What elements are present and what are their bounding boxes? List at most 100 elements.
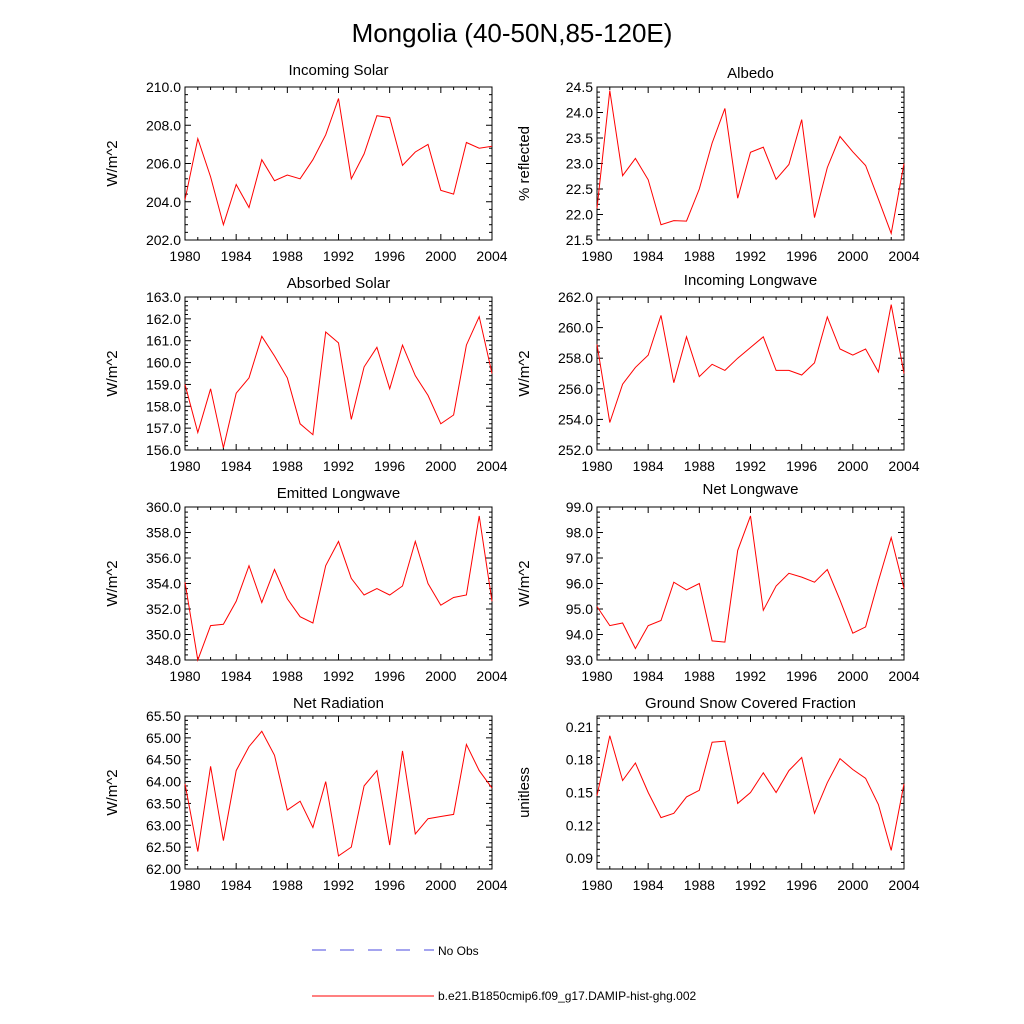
y-tick-label: 62.00 <box>146 861 181 877</box>
series-line <box>184 730 493 857</box>
y-tick-label: 157.0 <box>146 420 181 436</box>
y-tick-label: 23.5 <box>566 130 593 146</box>
y-axis-label: % reflected <box>516 126 533 201</box>
x-tick-label: 1980 <box>169 877 200 893</box>
x-tick-label: 2004 <box>888 877 919 893</box>
x-tick-label: 1984 <box>221 877 252 893</box>
panel-title: Absorbed Solar <box>287 275 390 292</box>
y-tick-label: 358.0 <box>146 525 181 541</box>
x-tick-label: 2004 <box>476 458 507 474</box>
y-tick-label: 262.0 <box>558 289 593 305</box>
x-tick-label: 1980 <box>581 877 612 893</box>
y-tick-label: 24.0 <box>566 105 593 121</box>
y-tick-label: 96.0 <box>566 576 593 592</box>
y-tick-label: 256.0 <box>558 381 593 397</box>
x-tick-label: 1992 <box>735 458 766 474</box>
x-tick-label: 1980 <box>169 668 200 684</box>
x-tick-label: 1984 <box>221 458 252 474</box>
y-axis-label: W/m^2 <box>104 140 121 186</box>
plot-frame <box>184 296 493 451</box>
plot-frame <box>596 296 905 451</box>
y-tick-label: 0.09 <box>566 850 593 866</box>
series-line <box>184 315 493 448</box>
x-tick-label: 1996 <box>374 248 405 264</box>
y-tick-label: 348.0 <box>146 652 181 668</box>
plot-frame <box>184 86 493 241</box>
legend-model-label: b.e21.B1850cmip6.f09_g17.DAMIP-hist-ghg.… <box>438 989 696 1003</box>
y-tick-label: 254.0 <box>558 411 593 427</box>
y-tick-label: 162.0 <box>146 311 181 327</box>
x-tick-label: 1988 <box>272 877 303 893</box>
y-tick-label: 158.0 <box>146 398 181 414</box>
panel-title: Emitted Longwave <box>277 485 400 502</box>
chart-panel: Emitted Longwave W/m^2 1980 1984 1988 1992 199… <box>104 485 508 684</box>
y-tick-label: 22.0 <box>566 207 593 223</box>
y-tick-label: 64.50 <box>146 752 181 768</box>
plot-frame <box>596 86 905 241</box>
x-tick-label: 2000 <box>425 458 456 474</box>
x-tick-label: 1992 <box>323 668 354 684</box>
x-tick-label: 1984 <box>633 248 664 264</box>
y-tick-label: 204.0 <box>146 194 181 210</box>
x-tick-label: 1988 <box>272 668 303 684</box>
y-tick-label: 65.00 <box>146 730 181 746</box>
x-tick-label: 1996 <box>786 458 817 474</box>
x-tick-label: 1996 <box>786 668 817 684</box>
x-tick-label: 1988 <box>272 458 303 474</box>
y-tick-label: 206.0 <box>146 156 181 172</box>
x-tick-label: 2000 <box>425 668 456 684</box>
y-axis-label: W/m^2 <box>104 350 121 396</box>
plot-frame <box>184 715 493 870</box>
legend-obs-label: No Obs <box>438 944 479 958</box>
x-tick-label: 1996 <box>786 877 817 893</box>
y-tick-label: 62.50 <box>146 839 181 855</box>
x-tick-label: 1988 <box>684 248 715 264</box>
panel-title: Incoming Longwave <box>684 272 817 289</box>
panel-title: Net Radiation <box>293 695 384 712</box>
series-line <box>596 90 905 236</box>
y-axis-label: W/m^2 <box>516 350 533 396</box>
x-tick-label: 2000 <box>837 248 868 264</box>
x-tick-label: 2004 <box>888 458 919 474</box>
plot-frame <box>596 506 905 661</box>
x-tick-label: 1992 <box>323 458 354 474</box>
x-tick-label: 1996 <box>786 248 817 264</box>
series-line <box>184 515 493 662</box>
panel-title: Net Longwave <box>703 481 799 498</box>
x-tick-label: 2000 <box>837 458 868 474</box>
x-tick-label: 2000 <box>837 877 868 893</box>
x-tick-label: 1992 <box>323 248 354 264</box>
x-tick-label: 1992 <box>323 877 354 893</box>
y-axis-label: unitless <box>516 767 533 818</box>
x-tick-label: 1996 <box>374 877 405 893</box>
x-tick-label: 1980 <box>169 248 200 264</box>
chart-panel: Incoming Solar W/m^2 1980 1984 1988 1992 1996 2… <box>104 62 508 264</box>
y-tick-label: 350.0 <box>146 627 181 643</box>
x-tick-label: 1988 <box>684 877 715 893</box>
y-tick-label: 360.0 <box>146 499 181 515</box>
y-tick-label: 23.0 <box>566 156 593 172</box>
x-tick-label: 1980 <box>581 248 612 264</box>
x-tick-label: 1988 <box>684 668 715 684</box>
x-tick-label: 1988 <box>272 248 303 264</box>
y-tick-label: 352.0 <box>146 601 181 617</box>
x-tick-label: 2004 <box>476 248 507 264</box>
chart-panel: Albedo % reflected 1980 1984 1988 1992 1996 200… <box>516 65 920 264</box>
x-tick-label: 1984 <box>633 877 664 893</box>
y-tick-label: 99.0 <box>566 499 593 515</box>
y-tick-label: 93.0 <box>566 652 593 668</box>
y-axis-label: W/m^2 <box>104 560 121 606</box>
chart-panel: Net Longwave W/m^2 1980 1984 1988 1992 1996 200… <box>516 481 920 684</box>
y-tick-label: 160.0 <box>146 355 181 371</box>
panel-title: Albedo <box>727 65 774 82</box>
x-tick-label: 1988 <box>684 458 715 474</box>
x-tick-label: 1984 <box>633 458 664 474</box>
chart-panel: Absorbed Solar W/m^2 1980 1984 1988 1992 1996 2… <box>104 275 508 474</box>
y-tick-label: 210.0 <box>146 79 181 95</box>
y-tick-label: 252.0 <box>558 442 593 458</box>
x-tick-label: 2004 <box>476 668 507 684</box>
panels-container: Incoming Solar W/m^2 1980 1984 1988 1992 1996 2… <box>104 62 920 893</box>
legend: No Obs b.e21.B1850cmip6.f09_g17.DAMIP-hi… <box>312 944 696 1003</box>
y-tick-label: 63.50 <box>146 795 181 811</box>
x-tick-label: 1996 <box>374 458 405 474</box>
